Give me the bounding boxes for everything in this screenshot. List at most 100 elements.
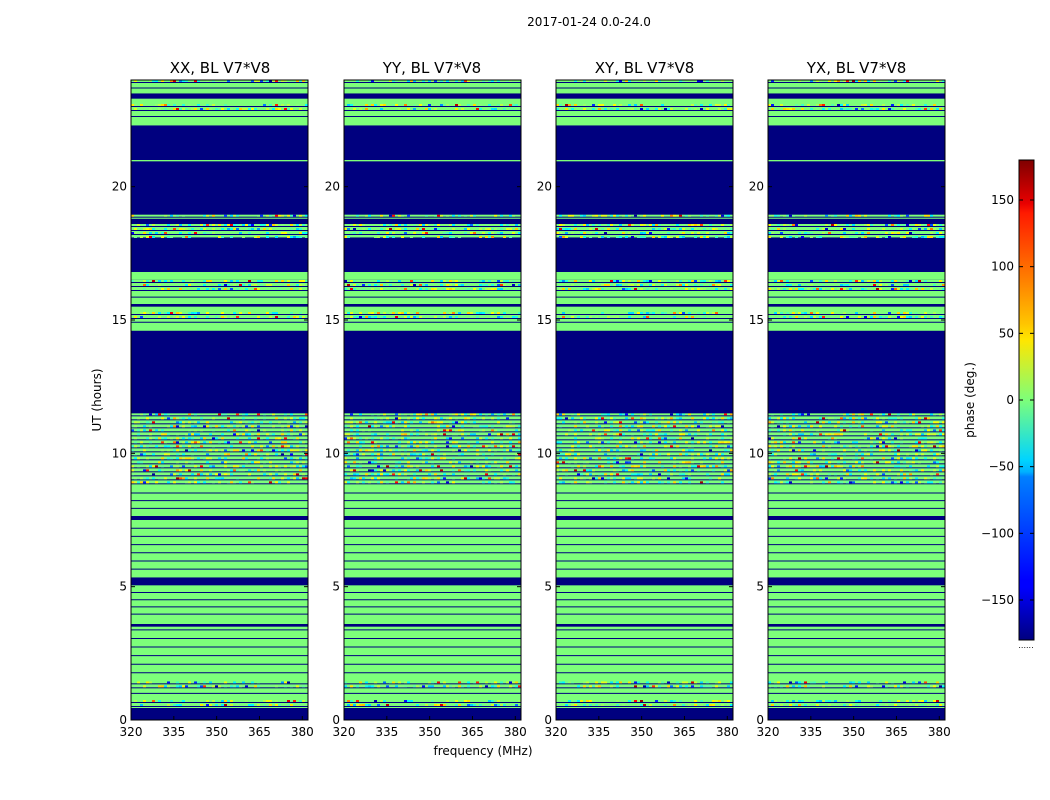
heatmap-band-flagged — [344, 577, 521, 586]
heatmap-cell — [416, 685, 419, 688]
heatmap-cell — [173, 104, 176, 106]
heatmap-cell — [485, 681, 488, 684]
heatmap-cell — [431, 681, 434, 684]
heatmap-cell — [840, 417, 843, 420]
heatmap-cell — [473, 469, 476, 472]
heatmap-cell — [727, 104, 730, 106]
heatmap-cell — [143, 280, 146, 282]
heatmap-cell — [497, 465, 500, 468]
heatmap-cell — [640, 445, 643, 448]
heatmap-cell — [389, 232, 392, 234]
heatmap-cell — [170, 700, 173, 702]
heatmap-cell — [206, 461, 209, 464]
heatmap-cell — [828, 433, 831, 436]
heatmap-cell — [134, 445, 137, 448]
heatmap-cell — [798, 433, 801, 436]
heatmap-cell — [780, 441, 783, 444]
heatmap-cell — [380, 449, 383, 452]
heatmap-cell — [879, 441, 882, 444]
heatmap-cell — [239, 421, 242, 424]
heatmap-cell — [494, 288, 497, 290]
heatmap-cell — [476, 449, 479, 452]
heatmap-cell — [149, 413, 152, 416]
x-tick-label: 350 — [630, 725, 653, 739]
heatmap-cell — [185, 461, 188, 464]
heatmap-cell — [882, 413, 885, 416]
heatmap-cell — [906, 429, 909, 432]
heatmap-cell — [589, 228, 592, 230]
heatmap-cell — [140, 477, 143, 480]
heatmap-cell — [831, 457, 834, 460]
heatmap-cell — [694, 228, 697, 230]
heatmap-cell — [661, 437, 664, 440]
heatmap-row-line — [344, 282, 521, 283]
heatmap-cell — [356, 316, 359, 318]
heatmap-cell — [434, 704, 437, 706]
heatmap-cell — [152, 453, 155, 456]
heatmap-cell — [825, 214, 828, 217]
heatmap-cell — [798, 704, 801, 706]
heatmap-cell — [260, 453, 263, 456]
heatmap-cell — [233, 312, 236, 314]
heatmap-cell — [906, 457, 909, 460]
heatmap-cell — [299, 417, 302, 420]
heatmap-cell — [227, 469, 230, 472]
heatmap-cell — [897, 449, 900, 452]
heatmap-cell — [801, 433, 804, 436]
heatmap-cell — [942, 481, 945, 484]
heatmap-cell — [170, 80, 173, 82]
heatmap-cell — [269, 316, 272, 318]
heatmap-cell — [419, 477, 422, 480]
heatmap-cell — [410, 429, 413, 432]
heatmap-cell — [670, 457, 673, 460]
heatmap-cell — [506, 280, 509, 282]
heatmap-cell — [646, 481, 649, 484]
heatmap-cell — [933, 413, 936, 416]
heatmap-cell — [491, 312, 494, 314]
heatmap-cell — [628, 224, 631, 226]
heatmap-cell — [933, 700, 936, 702]
heatmap-cell — [260, 437, 263, 440]
heatmap-band-noisy — [344, 214, 521, 219]
heatmap-cell — [194, 316, 197, 318]
heatmap-cell — [798, 413, 801, 416]
heatmap-cell — [515, 429, 518, 432]
heatmap-cell — [437, 477, 440, 480]
heatmap-cell — [912, 469, 915, 472]
heatmap-cell — [589, 473, 592, 476]
heatmap-cell — [619, 232, 622, 234]
heatmap-cell — [864, 433, 867, 436]
heatmap-cell — [843, 449, 846, 452]
heatmap-cell — [146, 465, 149, 468]
heatmap-cell — [715, 425, 718, 428]
heatmap-cell — [903, 108, 906, 110]
heatmap-cell — [921, 425, 924, 428]
heatmap-cell — [664, 228, 667, 230]
heatmap-cell — [416, 433, 419, 436]
heatmap-cell — [146, 312, 149, 314]
heatmap-cell — [703, 465, 706, 468]
heatmap-cell — [876, 473, 879, 476]
heatmap-cell — [574, 461, 577, 464]
heatmap-cell — [182, 425, 185, 428]
x-tick-label: 320 — [120, 725, 143, 739]
heatmap-cell — [577, 700, 580, 702]
heatmap-cell — [774, 704, 777, 706]
heatmap-cell — [347, 104, 350, 106]
heatmap-cell — [927, 236, 930, 238]
heatmap-cell — [864, 288, 867, 290]
heatmap-cell — [715, 457, 718, 460]
heatmap-cell — [176, 437, 179, 440]
heatmap-cell — [200, 685, 203, 688]
heatmap-cell — [873, 312, 876, 314]
heatmap-cell — [688, 477, 691, 480]
heatmap-cell — [915, 449, 918, 452]
heatmap-cell — [467, 685, 470, 688]
heatmap-cell — [634, 214, 637, 217]
heatmap-cell — [897, 312, 900, 314]
heatmap-cell — [455, 429, 458, 432]
heatmap-cell — [909, 429, 912, 432]
heatmap-cell — [577, 316, 580, 318]
heatmap-cell — [479, 228, 482, 230]
heatmap-cell — [894, 704, 897, 706]
